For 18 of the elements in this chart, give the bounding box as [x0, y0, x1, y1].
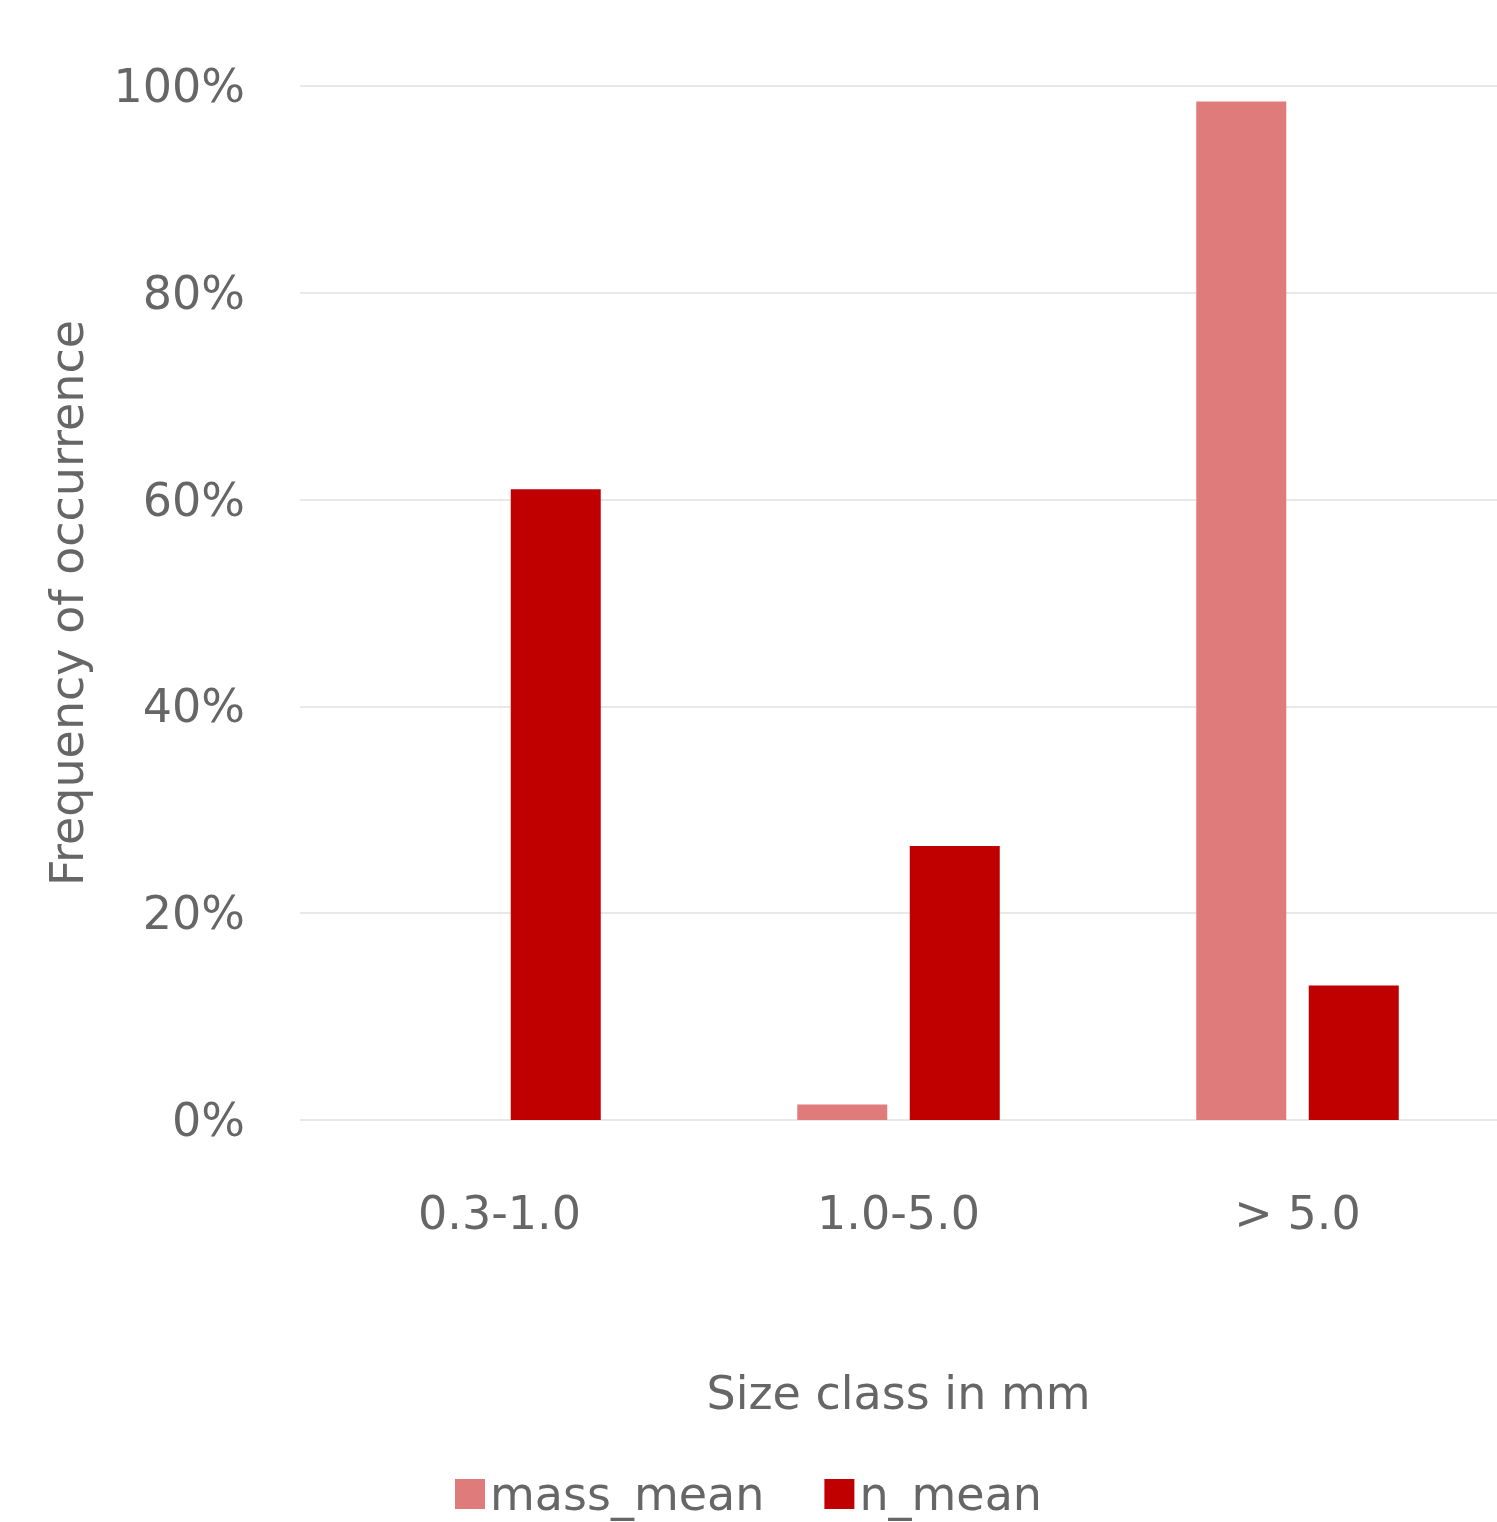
y-tick-label: 20%	[142, 886, 245, 941]
bar	[510, 489, 601, 1120]
legend-label: n_mean	[859, 1467, 1042, 1521]
x-tick-label: 1.0-5.0	[817, 1186, 980, 1240]
x-axis-title: Size class in mm	[706, 1366, 1091, 1420]
x-tick-label: 0.3-1.0	[418, 1186, 581, 1240]
y-tick-label: 40%	[142, 679, 245, 734]
bar	[1196, 101, 1287, 1120]
y-tick-label: 100%	[113, 59, 245, 113]
bar	[1308, 985, 1399, 1120]
y-tick-label: 0%	[172, 1093, 245, 1147]
y-tick-label: 60%	[142, 472, 245, 527]
bar	[797, 1104, 888, 1120]
bar	[909, 845, 1000, 1120]
legend-label: mass_mean	[490, 1467, 765, 1521]
y-tick-label: 80%	[142, 265, 245, 320]
x-tick-label: > 5.0	[1234, 1186, 1361, 1240]
y-axis-title: Frequency of occurrence	[40, 319, 94, 887]
